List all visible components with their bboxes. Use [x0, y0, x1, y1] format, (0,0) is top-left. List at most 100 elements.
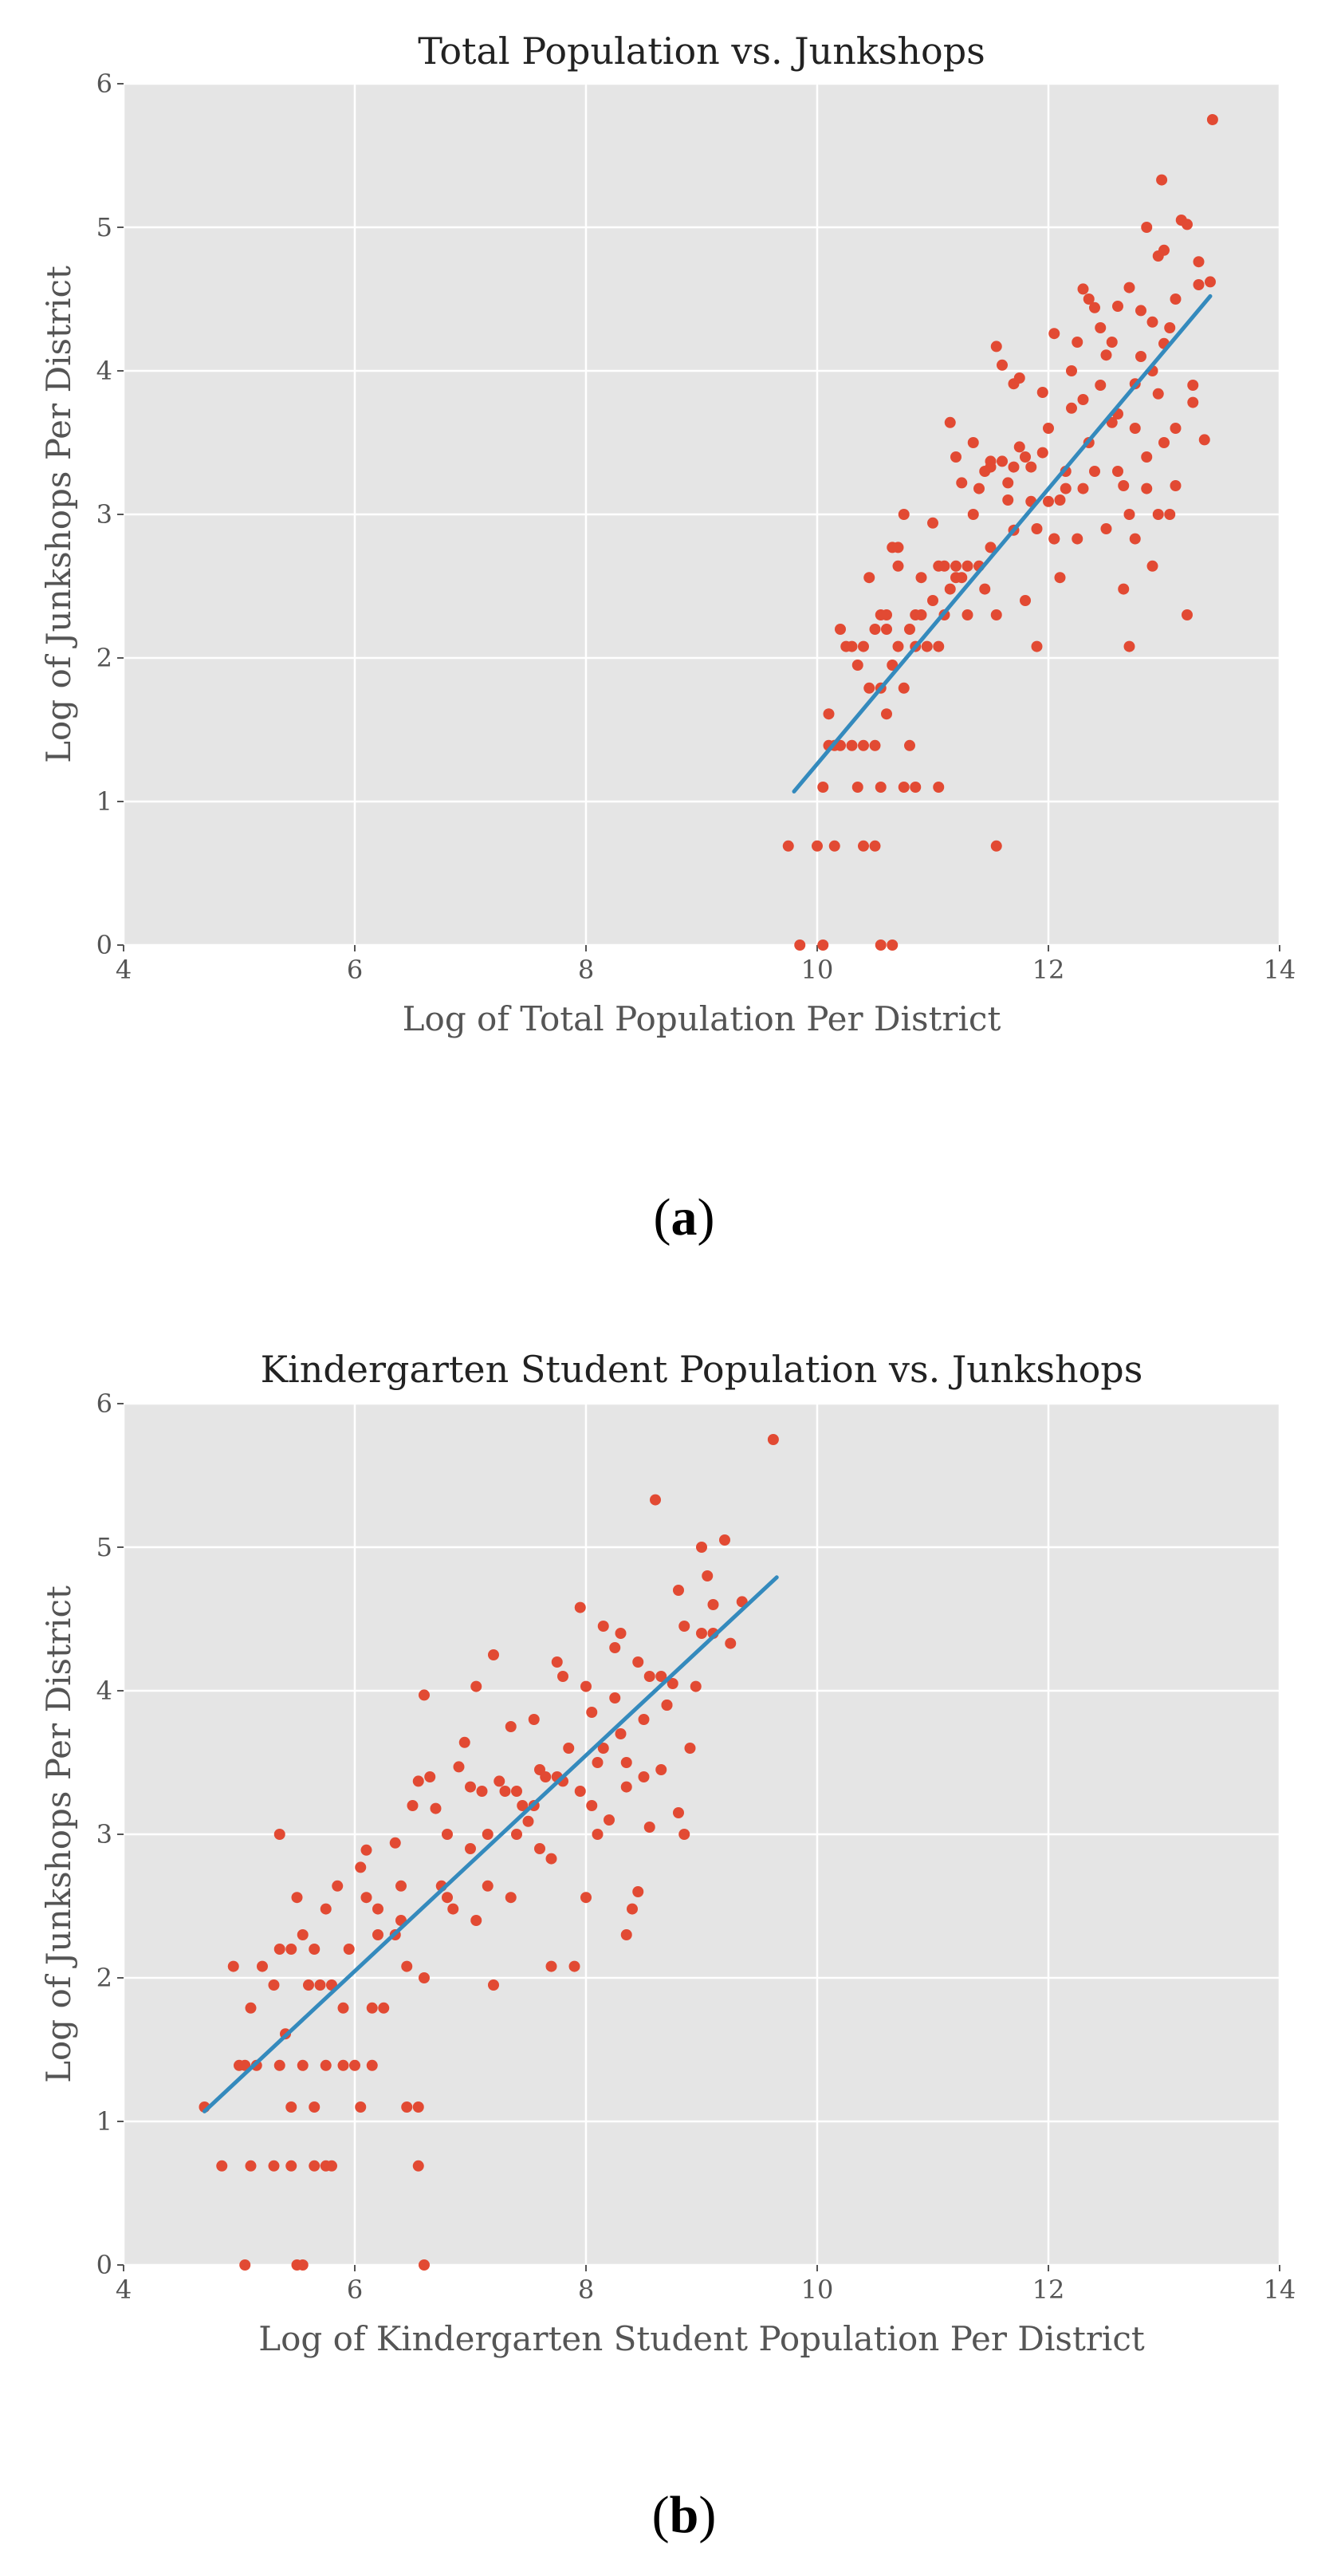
- data-point: [684, 1743, 696, 1754]
- data-point: [655, 1671, 667, 1682]
- y-tick-label: 6: [96, 1388, 112, 1419]
- y-axis-label: Log of Junkshops Per District: [39, 266, 78, 763]
- data-point: [1072, 337, 1083, 348]
- x-axis-label: Log of Total Population Per District: [403, 999, 1001, 1038]
- y-tick-label: 5: [96, 212, 112, 242]
- data-point: [944, 583, 956, 595]
- data-point: [355, 1861, 367, 1873]
- data-point: [823, 708, 835, 720]
- data-point: [1206, 114, 1218, 125]
- data-point: [268, 2160, 280, 2172]
- x-tick-label: 8: [578, 2275, 594, 2305]
- data-point: [545, 1853, 557, 1865]
- data-point: [482, 1880, 494, 1892]
- data-point: [846, 739, 858, 751]
- data-point: [574, 1786, 586, 1797]
- data-point: [898, 782, 910, 793]
- x-tick-label: 6: [347, 2275, 363, 2305]
- data-point: [1013, 441, 1025, 453]
- data-point: [725, 1637, 737, 1649]
- x-axis-label: Log of Kindergarten Student Population P…: [258, 2319, 1145, 2358]
- data-point: [967, 509, 979, 520]
- data-point: [557, 1671, 568, 1682]
- data-point: [1123, 509, 1135, 520]
- y-axis-ticks: 0 1 2 3 4 5 6: [96, 69, 124, 960]
- data-point: [1170, 480, 1182, 491]
- data-point: [1158, 244, 1170, 256]
- y-tick-label: 3: [96, 1819, 112, 1849]
- data-point: [1054, 572, 1066, 584]
- data-point: [1060, 483, 1072, 494]
- data-point: [1187, 380, 1199, 391]
- data-point: [944, 416, 956, 428]
- data-point: [892, 560, 904, 572]
- data-point: [956, 572, 968, 584]
- data-point: [314, 1979, 326, 1991]
- data-point: [1193, 256, 1205, 268]
- panel-label-a: (a): [654, 1188, 715, 1247]
- y-tick-label: 1: [96, 786, 112, 817]
- data-point: [1156, 174, 1168, 186]
- x-tick-label: 14: [1264, 955, 1296, 985]
- data-point: [1036, 447, 1048, 459]
- data-point: [933, 640, 945, 652]
- data-point: [465, 1781, 476, 1793]
- x-tick-label: 14: [1264, 2275, 1296, 2305]
- data-point: [343, 1944, 355, 1955]
- data-point: [910, 782, 922, 793]
- data-point: [817, 939, 829, 951]
- data-point: [447, 1903, 459, 1915]
- data-point: [1158, 437, 1170, 448]
- data-point: [1118, 480, 1130, 491]
- y-axis-ticks: 0 1 2 3 4 5 6: [96, 1388, 124, 2280]
- data-point: [615, 1628, 627, 1639]
- data-point: [285, 2160, 297, 2172]
- data-point: [1089, 301, 1100, 313]
- data-point: [488, 1649, 499, 1660]
- data-point: [1048, 533, 1060, 545]
- data-point: [1135, 351, 1146, 362]
- data-point: [840, 640, 852, 652]
- y-tick-label: 2: [96, 643, 112, 673]
- data-point: [482, 1829, 494, 1840]
- data-point: [1141, 483, 1153, 494]
- data-point: [1152, 388, 1164, 400]
- data-point: [419, 1972, 430, 1983]
- data-point: [401, 2101, 413, 2113]
- data-point: [545, 1960, 557, 1972]
- data-point: [1008, 461, 1020, 473]
- data-point: [320, 2059, 332, 2071]
- data-point: [1164, 322, 1176, 333]
- x-tick-label: 12: [1032, 955, 1065, 985]
- y-tick-label: 4: [96, 356, 112, 386]
- data-point: [881, 708, 892, 720]
- data-point: [898, 682, 910, 694]
- data-point: [476, 1786, 488, 1797]
- data-point: [1077, 483, 1089, 494]
- data-point: [419, 2259, 430, 2271]
- data-point: [1135, 305, 1146, 317]
- data-point: [1112, 301, 1123, 312]
- data-point: [875, 939, 887, 951]
- data-point: [979, 466, 991, 477]
- chart-title: Total Population vs. Junkshops: [418, 30, 985, 73]
- data-point: [273, 1944, 285, 1955]
- y-tick-label: 0: [96, 2250, 112, 2280]
- data-point: [1043, 423, 1054, 434]
- scatter-points: [199, 1434, 779, 2271]
- data-point: [990, 840, 1002, 852]
- data-point: [1182, 609, 1193, 620]
- data-point: [1031, 523, 1043, 534]
- data-point: [297, 2259, 309, 2271]
- data-point: [592, 1829, 604, 1840]
- data-point: [291, 1892, 303, 1904]
- data-point: [869, 624, 881, 635]
- data-point: [719, 1534, 730, 1546]
- data-point: [927, 595, 938, 606]
- data-point: [690, 1680, 702, 1692]
- data-point: [511, 1829, 522, 1840]
- data-point: [257, 1960, 268, 1972]
- x-tick-label: 10: [801, 2275, 834, 2305]
- data-point: [227, 1960, 239, 1972]
- data-point: [1100, 523, 1112, 534]
